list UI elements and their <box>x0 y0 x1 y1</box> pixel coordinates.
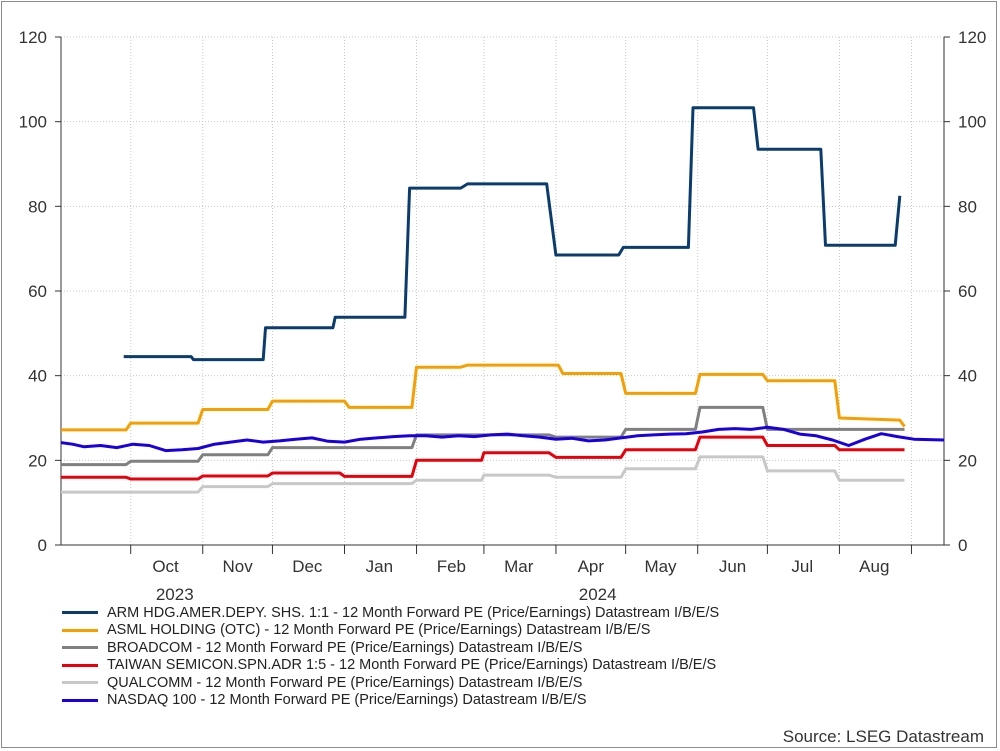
y-tick-label-right: 60 <box>958 282 977 301</box>
x-tick-label: Jan <box>366 557 393 576</box>
x-tick-label: Feb <box>437 557 466 576</box>
x-year-label: 2023 <box>156 585 194 604</box>
legend: ARM HDG.AMER.DEPY. SHS. 1:1 - 12 Month F… <box>62 604 719 709</box>
series-lines <box>60 106 945 494</box>
legend-label: ASML HOLDING (OTC) - 12 Month Forward PE… <box>107 622 651 639</box>
legend-swatch <box>62 628 98 632</box>
legend-item: BROADCOM - 12 Month Forward PE (Price/Ea… <box>62 639 719 657</box>
legend-label: ARM HDG.AMER.DEPY. SHS. 1:1 - 12 Month F… <box>107 604 720 621</box>
y-tick-label-left: 0 <box>38 536 47 555</box>
y-tick-label-left: 40 <box>28 367 47 386</box>
y-tick-label-left: 80 <box>28 197 47 216</box>
series-line-3 <box>61 435 905 481</box>
y-tick-label-left: 100 <box>19 113 47 132</box>
legend-label: QUALCOMM - 12 Month Forward PE (Price/Ea… <box>107 674 583 691</box>
y-tick-label-right: 40 <box>958 367 977 386</box>
legend-swatch <box>62 681 98 685</box>
x-tick-label: Jun <box>719 557 746 576</box>
x-tick-label: May <box>644 557 677 576</box>
tick-labels: 0 0 20 20 40 40 60 60 80 80 100 100 120 120 Oct Nov Dec J… <box>19 28 987 604</box>
y-tick-label-right: 100 <box>958 113 986 132</box>
source-note: Source: LSEG Datastream <box>782 727 984 746</box>
legend-label: BROADCOM - 12 Month Forward PE (Price/Ea… <box>107 639 583 656</box>
legend-item: TAIWAN SEMICON.SPN.ADR 1:5 - 12 Month Fo… <box>62 657 719 675</box>
series-line-5 <box>60 425 945 453</box>
legend-item: ASML HOLDING (OTC) - 12 Month Forward PE… <box>62 622 719 640</box>
x-tick-label: Mar <box>504 557 534 576</box>
x-tick-label: Apr <box>578 557 605 576</box>
x-tick-label: Jul <box>791 557 813 576</box>
legend-item: NASDAQ 100 - 12 Month Forward PE (Price/… <box>62 692 719 710</box>
axes <box>55 36 950 554</box>
x-tick-label: Aug <box>859 557 889 576</box>
y-tick-label-left: 20 <box>28 451 47 470</box>
legend-swatch <box>62 698 98 702</box>
series-line-0 <box>123 106 902 362</box>
grid <box>61 36 944 545</box>
legend-swatch <box>62 646 98 650</box>
x-tick-label: Oct <box>152 557 179 576</box>
y-tick-label-right: 80 <box>958 197 977 216</box>
legend-item: QUALCOMM - 12 Month Forward PE (Price/Ea… <box>62 674 719 692</box>
x-tick-label: Dec <box>292 557 323 576</box>
legend-label: TAIWAN SEMICON.SPN.ADR 1:5 - 12 Month Fo… <box>107 657 717 674</box>
y-tick-label-left: 60 <box>28 282 47 301</box>
legend-swatch <box>62 663 98 667</box>
y-tick-label-right: 120 <box>958 28 986 47</box>
legend-label: NASDAQ 100 - 12 Month Forward PE (Price/… <box>107 692 587 709</box>
legend-item: ARM HDG.AMER.DEPY. SHS. 1:1 - 12 Month F… <box>62 604 719 622</box>
legend-swatch <box>62 611 98 615</box>
series-line-4 <box>61 455 905 494</box>
y-tick-label-right: 20 <box>958 451 977 470</box>
y-tick-label-right: 0 <box>958 536 967 555</box>
y-tick-label-left: 120 <box>19 28 47 47</box>
x-year-label: 2024 <box>579 585 617 604</box>
series-line-1 <box>61 363 906 432</box>
x-tick-label: Nov <box>222 557 253 576</box>
